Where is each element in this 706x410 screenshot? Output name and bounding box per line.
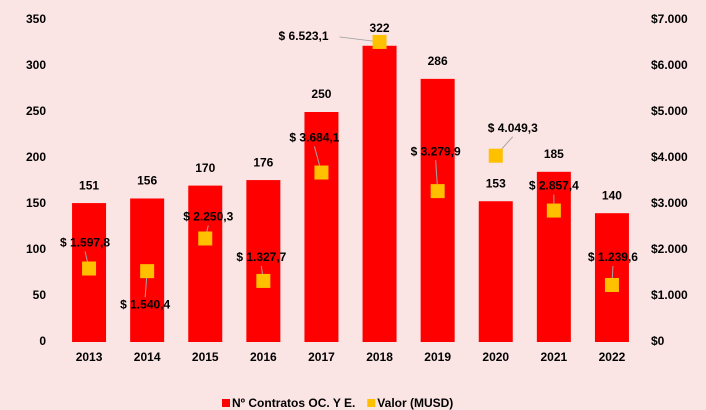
- y-tick-label: 350: [26, 12, 46, 26]
- bar-label: 153: [486, 176, 506, 190]
- bar: [304, 112, 339, 342]
- x-tick-label: 2020: [482, 350, 509, 364]
- x-tick-label: 2022: [599, 350, 626, 364]
- marker: [604, 277, 619, 292]
- y2-tick-label: $2.000: [651, 242, 688, 256]
- marker: [546, 203, 561, 218]
- value-label: $ 3.279,9: [411, 144, 461, 158]
- legend-label: Valor (MUSD): [377, 396, 453, 410]
- y2-tick-label: $7.000: [651, 12, 688, 26]
- x-tick-label: 2015: [192, 350, 219, 364]
- bar-label: 250: [311, 87, 331, 101]
- x-tick-label: 2019: [424, 350, 451, 364]
- marker: [82, 261, 97, 276]
- bar-label: 322: [370, 21, 390, 35]
- marker: [430, 184, 445, 199]
- value-label: $ 3.684,1: [289, 131, 339, 145]
- bar: [362, 45, 397, 342]
- y-tick-label: 300: [26, 58, 46, 72]
- x-tick-label: 2014: [134, 350, 161, 364]
- value-label: $ 1.597,8: [60, 236, 110, 250]
- y2-tick-label: $6.000: [651, 58, 688, 72]
- x-tick-label: 2021: [540, 350, 567, 364]
- y-tick-label: 150: [26, 196, 46, 210]
- value-label: $ 1.239,6: [588, 250, 638, 264]
- marker: [372, 34, 387, 49]
- legend-swatch: [222, 399, 230, 407]
- bar-label: 140: [602, 188, 622, 202]
- y-tick-label: 0: [39, 334, 46, 348]
- value-label: $ 1.540,4: [120, 297, 170, 311]
- y-tick-label: 250: [26, 104, 46, 118]
- y2-tick-label: $5.000: [651, 104, 688, 118]
- value-label: $ 4.049,3: [488, 121, 538, 135]
- bar-label: 156: [137, 174, 157, 188]
- bar-label: 185: [544, 147, 564, 161]
- bar: [188, 185, 223, 342]
- x-tick-label: 2016: [250, 350, 277, 364]
- bar-label: 286: [428, 54, 448, 68]
- marker: [488, 148, 503, 163]
- y2-tick-label: $4.000: [651, 150, 688, 164]
- bar: [246, 180, 281, 342]
- marker: [256, 273, 271, 288]
- value-label: $ 1.327,7: [236, 250, 286, 264]
- bar: [478, 201, 513, 342]
- x-tick-label: 2018: [366, 350, 393, 364]
- bar-label: 151: [79, 178, 99, 192]
- bar-label: 176: [253, 155, 273, 169]
- bar-label: 170: [195, 161, 215, 175]
- y-tick-label: 200: [26, 150, 46, 164]
- y2-tick-label: $0: [651, 334, 665, 348]
- value-label: $ 2.857,4: [529, 179, 579, 193]
- marker: [314, 165, 329, 180]
- value-label: $ 6.523,1: [279, 29, 329, 43]
- marker: [198, 231, 213, 246]
- value-label: $ 2.250,3: [183, 210, 233, 224]
- legend-label: Nº Contratos OC. Y E.: [232, 396, 355, 410]
- y2-tick-label: $1.000: [651, 288, 688, 302]
- x-tick-label: 2013: [76, 350, 103, 364]
- y2-tick-label: $3.000: [651, 196, 688, 210]
- x-tick-label: 2017: [308, 350, 335, 364]
- y-tick-label: 100: [26, 242, 46, 256]
- y-tick-label: 50: [33, 288, 47, 302]
- marker: [140, 264, 155, 279]
- legend-swatch: [367, 399, 376, 407]
- bar: [420, 78, 455, 342]
